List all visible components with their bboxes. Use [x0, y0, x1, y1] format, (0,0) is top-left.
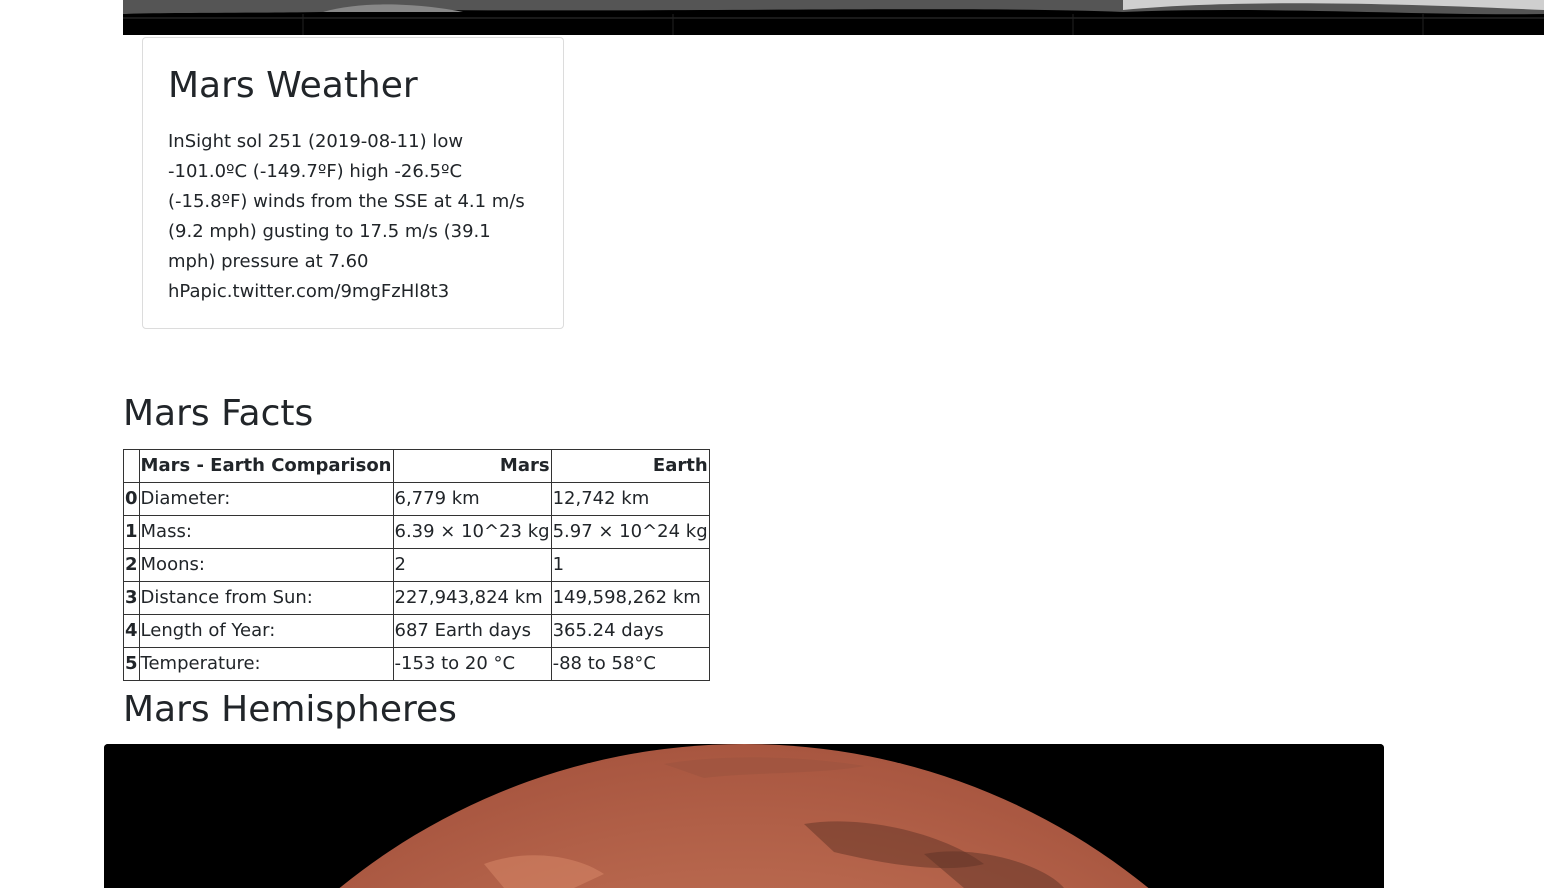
table-row: 0 Diameter: 6,779 km 12,742 km — [123, 482, 710, 516]
row-mars-value: 2 — [392, 548, 552, 582]
row-earth-value: -88 to 58°C — [550, 647, 710, 681]
row-earth-value: 1 — [550, 548, 710, 582]
row-mars-value: -153 to 20 °C — [392, 647, 552, 681]
column-header-comparison: Mars - Earth Comparison — [138, 449, 394, 483]
table-row: 5 Temperature: -153 to 20 °C -88 to 58°C — [123, 647, 710, 681]
row-mars-value: 687 Earth days — [392, 614, 552, 648]
mars-hemisphere-image[interactable] — [104, 744, 1384, 888]
row-index: 1 — [123, 515, 140, 549]
facts-title: Mars Facts — [123, 393, 314, 434]
column-header-earth: Earth — [550, 449, 710, 483]
row-earth-value: 149,598,262 km — [550, 581, 710, 615]
row-earth-value: 12,742 km — [550, 482, 710, 516]
row-index: 2 — [123, 548, 140, 582]
row-label: Length of Year: — [138, 614, 394, 648]
hemispheres-title: Mars Hemispheres — [123, 689, 457, 730]
table-row: 1 Mass: 6.39 × 10^23 kg 5.97 × 10^24 kg — [123, 515, 710, 549]
weather-title: Mars Weather — [168, 65, 418, 106]
mars-weather-card: Mars Weather InSight sol 251 (2019-08-11… — [142, 37, 564, 329]
weather-tweet-text: InSight sol 251 (2019-08-11) low -101.0º… — [168, 131, 525, 302]
row-label: Diameter: — [138, 482, 394, 516]
row-label: Moons: — [138, 548, 394, 582]
row-mars-value: 6.39 × 10^23 kg — [392, 515, 552, 549]
row-index: 3 — [123, 581, 140, 615]
row-index: 4 — [123, 614, 140, 648]
row-label: Temperature: — [138, 647, 394, 681]
row-mars-value: 6,779 km — [392, 482, 552, 516]
table-row: 4 Length of Year: 687 Earth days 365.24 … — [123, 614, 710, 648]
row-label: Distance from Sun: — [138, 581, 394, 615]
row-index: 0 — [123, 482, 140, 516]
row-index: 5 — [123, 647, 140, 681]
featured-mars-image — [123, 0, 1544, 35]
table-row: 2 Moons: 2 1 — [123, 548, 710, 582]
column-header-index — [123, 449, 140, 483]
row-label: Mass: — [138, 515, 394, 549]
table-header-row: Mars - Earth Comparison Mars Earth — [123, 449, 710, 483]
row-earth-value: 365.24 days — [550, 614, 710, 648]
row-mars-value: 227,943,824 km — [392, 581, 552, 615]
row-earth-value: 5.97 × 10^24 kg — [550, 515, 710, 549]
mars-facts-table: Mars - Earth Comparison Mars Earth 0 Dia… — [123, 449, 710, 681]
column-header-mars: Mars — [392, 449, 552, 483]
table-row: 3 Distance from Sun: 227,943,824 km 149,… — [123, 581, 710, 615]
